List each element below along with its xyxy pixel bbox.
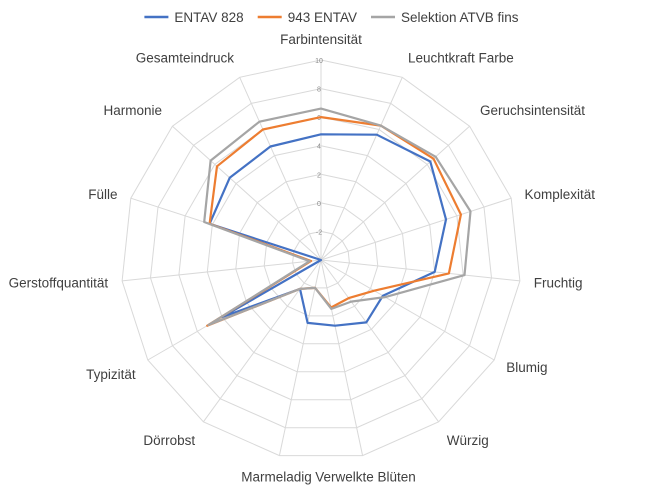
tick-label: 8 [317, 87, 321, 94]
axis-label-farbintensitat: Farbintensität [280, 32, 362, 47]
series-lines [203, 107, 472, 327]
tick-label: 4 [317, 144, 321, 151]
spoke-harmonie [172, 125, 322, 261]
spoke-fruchtig [320, 259, 520, 282]
grid-ring [263, 202, 379, 317]
spoke-verwelkte-bluten [320, 259, 364, 456]
spoke-leuchtkraft-farbe [320, 77, 403, 261]
axis-label-fruchtig: Fruchtig [534, 275, 583, 290]
axis-label-gerstoffquantitat: Gerstoffquantität [9, 275, 109, 290]
tick-label: 10 [315, 58, 323, 65]
axis-label-dorrobst: Dörrobst [143, 433, 195, 448]
series-selektion-atvb-fins [203, 107, 472, 327]
legend-label-943-entav: 943 ENTAV [288, 10, 357, 25]
axis-label-blumig: Blumig [506, 360, 547, 375]
spoke-geruchsintensitat [320, 125, 470, 261]
spoke-komplexitat [320, 197, 512, 261]
spoke-dorrobst [202, 259, 322, 423]
axis-label-gesamteindruck: Gesamteindruck [136, 51, 235, 66]
radar-grid [121, 59, 521, 457]
axis-label-leuchtkraft-farbe: Leuchtkraft Farbe [408, 51, 514, 66]
grid-ring [206, 145, 436, 373]
spoke-gesamteindruck [239, 77, 322, 261]
axis-label-wurzig: Würzig [447, 433, 489, 448]
tick-label: 2 [317, 172, 321, 179]
axis-label-harmonie: Harmonie [103, 103, 162, 118]
tick-label: -2 [316, 229, 322, 236]
axis-label-geruchsintensitat: Geruchsintensität [480, 103, 585, 118]
axis-label-fulle: Fülle [88, 187, 117, 202]
spoke-gerstoffquantitat [122, 259, 322, 282]
grid-ring [149, 88, 493, 429]
spoke-marmeladig [278, 259, 322, 456]
spoke-wurzig [320, 259, 440, 423]
grid-ring [121, 59, 521, 457]
grid-ring [292, 230, 350, 289]
legend-label-selektion-atvb-fins: Selektion ATVB fins [401, 10, 519, 25]
grid-ring [178, 116, 464, 401]
grid-ring [235, 173, 407, 345]
axis-label-komplexitat: Komplexität [525, 187, 596, 202]
axis-label-verwelkte-bluten: Verwelkte Blüten [315, 469, 416, 484]
tick-label: 0 [317, 201, 321, 208]
series-entav-828 [208, 133, 448, 327]
axis-category-labels: Farbintensität Leuchtkraft Farbe Geruchsin… [9, 32, 596, 484]
axis-label-marmeladig: Marmeladig [241, 469, 312, 484]
axis-label-typizitat: Typizität [86, 367, 136, 382]
legend-label-entav-828: ENTAV 828 [174, 10, 243, 25]
legend: ENTAV 828 943 ENTAV Selektion ATVB fins [144, 10, 519, 25]
spoke-blumig [320, 259, 495, 361]
